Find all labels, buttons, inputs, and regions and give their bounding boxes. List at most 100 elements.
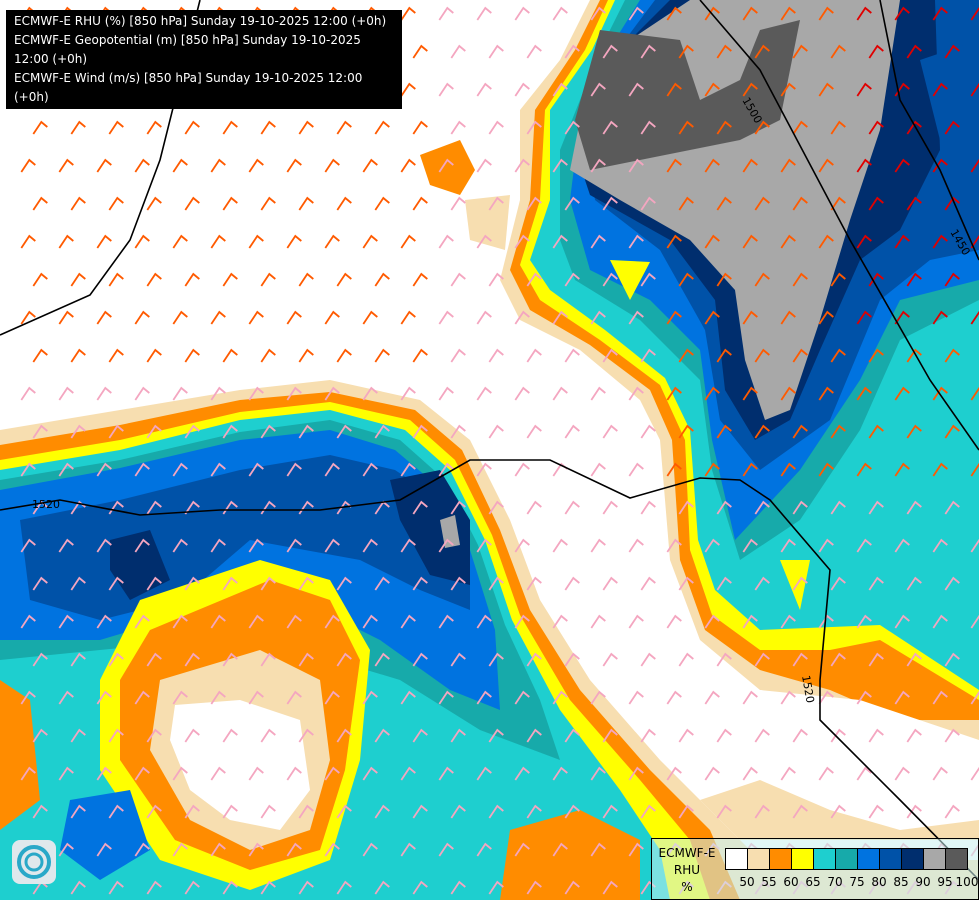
wind-barb: [32, 424, 48, 439]
wind-barb: [184, 272, 200, 287]
map-title-box: ECMWF-E RHU (%) [850 hPa] Sunday 19-10-2…: [6, 10, 402, 109]
wind-barb: [298, 576, 314, 591]
wind-barb: [754, 272, 770, 287]
wind-barb: [932, 158, 948, 173]
wind-barb: [286, 842, 302, 857]
wind-barb: [20, 462, 36, 477]
wind-barb: [184, 728, 200, 743]
wind-barb: [932, 82, 948, 97]
wind-barb: [970, 614, 979, 629]
legend-swatch: [770, 849, 792, 869]
wind-barb: [146, 728, 162, 743]
legend-swatch: [946, 849, 967, 869]
wind-barb: [146, 576, 162, 591]
wind-barb: [780, 614, 796, 629]
wind-barb: [70, 348, 86, 363]
wind-barb: [70, 652, 86, 667]
wind-barb: [666, 462, 682, 477]
wind-barb: [564, 500, 580, 515]
wind-barb: [134, 842, 150, 857]
wind-barb: [552, 310, 568, 325]
wind-barb: [70, 120, 86, 135]
wind-barb: [488, 500, 504, 515]
wind-barb: [564, 348, 580, 363]
wind-barb: [678, 576, 694, 591]
wind-barb: [868, 44, 884, 59]
wind-barb: [780, 82, 796, 97]
wind-barb: [374, 424, 390, 439]
wind-barb: [438, 842, 454, 857]
wind-barb: [742, 234, 758, 249]
wind-barb: [412, 44, 428, 59]
wind-barb: [298, 728, 314, 743]
wind-barb: [628, 538, 644, 553]
wind-barb: [602, 348, 618, 363]
wind-barb: [184, 880, 200, 895]
wind-barb: [666, 310, 682, 325]
wind-barb: [742, 690, 758, 705]
wind-barb: [476, 310, 492, 325]
wind-barb: [970, 690, 979, 705]
wind-barb: [856, 766, 872, 781]
wind-barb: [336, 500, 352, 515]
wind-barb: [286, 614, 302, 629]
wind-barb: [526, 880, 542, 895]
wind-barb: [818, 614, 834, 629]
wind-barb: [944, 272, 960, 287]
wind-barb: [590, 842, 606, 857]
wind-barb: [96, 766, 112, 781]
wind-barb: [260, 424, 276, 439]
wind-barb: [780, 386, 796, 401]
wind-barb: [222, 576, 238, 591]
wind-barb: [792, 120, 808, 135]
wind-barb: [488, 120, 504, 135]
wind-barb: [362, 614, 378, 629]
wind-barb: [640, 272, 656, 287]
wind-barb: [564, 728, 580, 743]
wind-barb: [590, 310, 606, 325]
wind-barb: [438, 310, 454, 325]
wind-barb: [286, 462, 302, 477]
wind-barb: [222, 804, 238, 819]
wind-barb: [628, 6, 644, 21]
wind-barb: [932, 690, 948, 705]
wind-barb: [450, 196, 466, 211]
wind-barb: [552, 6, 568, 21]
wind-barb: [704, 6, 720, 21]
wind-barb: [146, 652, 162, 667]
wind-barb: [780, 766, 796, 781]
wind-barb: [222, 880, 238, 895]
wind-barb: [108, 728, 124, 743]
wind-barb: [248, 842, 264, 857]
wind-barb: [716, 44, 732, 59]
wind-barb: [640, 44, 656, 59]
wind-barb: [336, 272, 352, 287]
legend-tick: 100: [955, 875, 979, 889]
wind-barb: [412, 196, 428, 211]
wind-barb: [970, 386, 979, 401]
wind-barb: [134, 538, 150, 553]
wind-barb: [450, 348, 466, 363]
wind-barb: [374, 728, 390, 743]
wind-barb: [134, 766, 150, 781]
wind-barb: [970, 82, 979, 97]
wind-barb: [210, 842, 226, 857]
wind-barb: [792, 728, 808, 743]
wind-barb: [70, 500, 86, 515]
wind-barb: [906, 728, 922, 743]
wind-barb: [514, 158, 530, 173]
wind-barb: [602, 500, 618, 515]
wind-barb: [628, 690, 644, 705]
wind-barb: [602, 120, 618, 135]
wind-barb: [944, 348, 960, 363]
legend-tick: 95: [937, 875, 953, 889]
legend-tick: 85: [893, 875, 909, 889]
wind-barb: [324, 462, 340, 477]
wind-barb: [856, 462, 872, 477]
wind-barb: [450, 120, 466, 135]
wind-barb: [476, 6, 492, 21]
wind-barb: [704, 538, 720, 553]
wind-barb: [564, 424, 580, 439]
wind-barb: [628, 842, 644, 857]
